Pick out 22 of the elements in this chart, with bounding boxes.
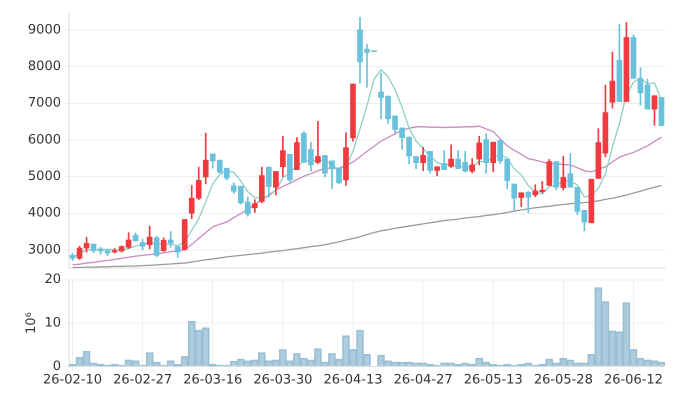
candlestick xyxy=(588,178,594,224)
x-tick-label: 26-03-16 xyxy=(183,372,242,388)
x-tick-label: 26-04-27 xyxy=(394,372,453,388)
x-tick-label: 26-05-28 xyxy=(534,372,593,388)
x-tick-label: 26-02-10 xyxy=(43,372,102,388)
x-tick-label: 26-04-13 xyxy=(323,372,382,388)
candlestick xyxy=(658,97,664,126)
x-tick-label: 26-06-12 xyxy=(604,372,663,388)
y-tick-label: 10 xyxy=(44,315,61,330)
y-tick-label: 9000 xyxy=(28,22,61,38)
y-tick-label: 8000 xyxy=(28,59,61,74)
y-tick-label: 6000 xyxy=(28,132,61,148)
x-tick-label: 26-02-27 xyxy=(113,372,172,388)
y-tick-label: 3000 xyxy=(28,242,61,258)
x-tick-label: 26-05-13 xyxy=(464,372,523,388)
y-tick-label: 0 xyxy=(52,358,61,374)
y-tick-label: 4000 xyxy=(28,206,61,221)
x-tick-label: 26-03-30 xyxy=(253,372,312,388)
y-tick-label: 5000 xyxy=(28,169,61,184)
y-tick-label: 20 xyxy=(44,272,61,288)
y-axis-title: 10⁶ xyxy=(24,312,40,334)
y-tick-label: 7000 xyxy=(28,96,61,111)
